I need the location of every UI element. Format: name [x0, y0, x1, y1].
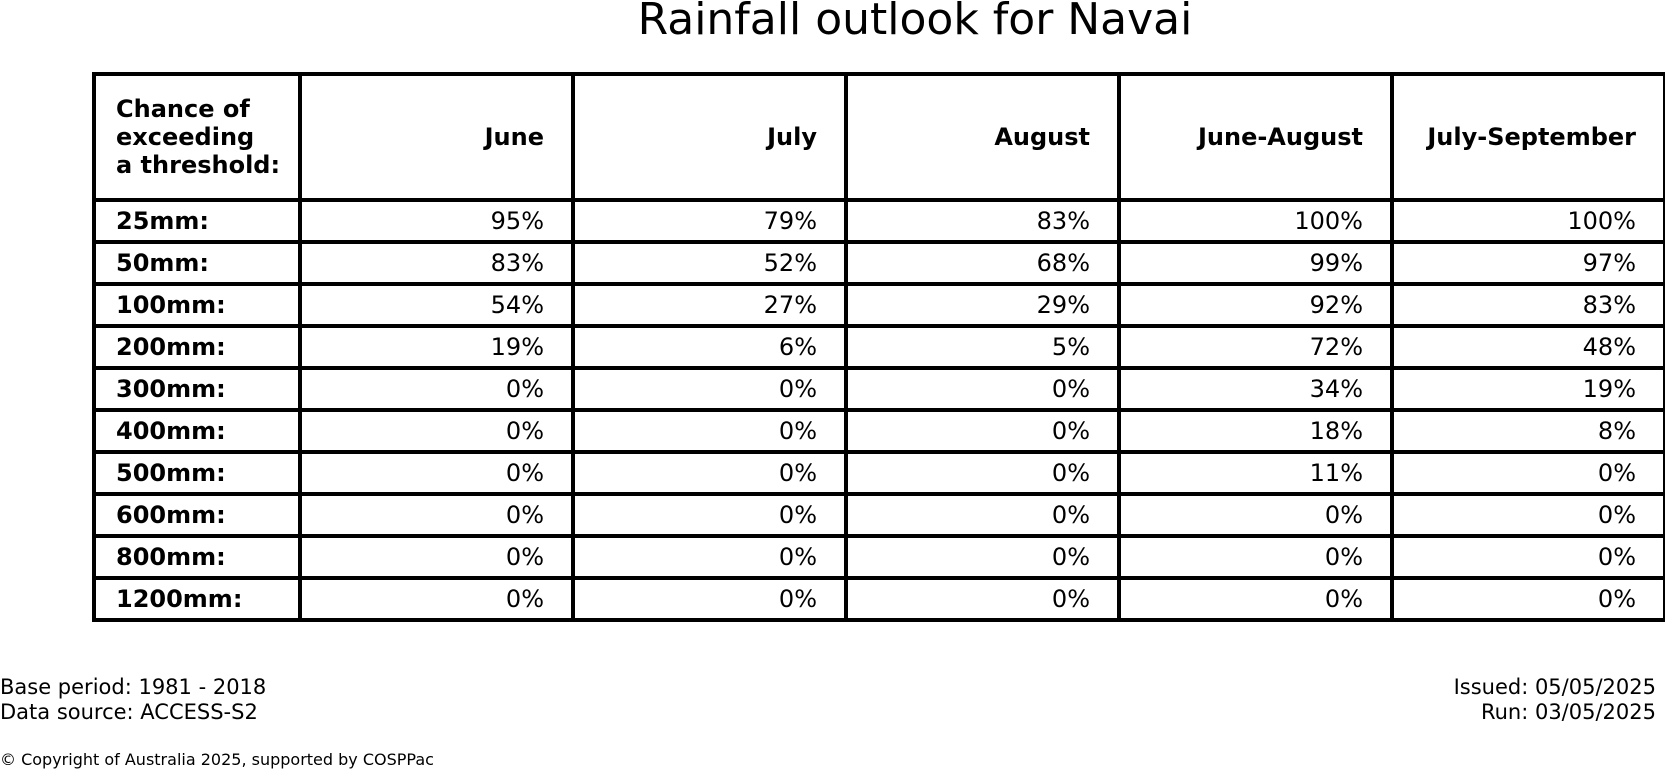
rainfall-outlook-table: Chance of exceeding a threshold: June Ju… — [92, 72, 1665, 622]
column-header: June — [298, 72, 575, 202]
probability-cell: 19% — [1390, 366, 1665, 412]
table-row: 400mm: 0% 0% 0% 18% 8% — [92, 408, 1665, 454]
base-period: Base period: 1981 - 2018 — [0, 675, 267, 699]
probability-cell: 0% — [298, 576, 575, 622]
probability-cell: 0% — [571, 492, 848, 538]
threshold-label: 1200mm: — [92, 576, 302, 622]
table-row: 50mm: 83% 52% 68% 99% 97% — [92, 240, 1665, 286]
corner-header: Chance of exceeding a threshold: — [92, 72, 302, 202]
probability-cell: 0% — [844, 450, 1121, 496]
table-row: 200mm: 19% 6% 5% 72% 48% — [92, 324, 1665, 370]
chart-title: Rainfall outlook for Navai — [637, 0, 1193, 45]
table-header-row: Chance of exceeding a threshold: June Ju… — [92, 72, 1665, 202]
probability-cell: 19% — [298, 324, 575, 370]
probability-cell: 72% — [1117, 324, 1394, 370]
threshold-label: 400mm: — [92, 408, 302, 454]
probability-cell: 0% — [1390, 534, 1665, 580]
probability-cell: 0% — [1117, 534, 1394, 580]
probability-cell: 0% — [298, 408, 575, 454]
threshold-label: 100mm: — [92, 282, 302, 328]
probability-cell: 0% — [844, 492, 1121, 538]
column-header: August — [844, 72, 1121, 202]
probability-cell: 0% — [298, 366, 575, 412]
probability-cell: 0% — [298, 534, 575, 580]
probability-cell: 83% — [298, 240, 575, 286]
threshold-label: 50mm: — [92, 240, 302, 286]
probability-cell: 92% — [1117, 282, 1394, 328]
run-date: Run: 03/05/2025 — [1480, 700, 1656, 724]
copyright-notice: © Copyright of Australia 2025, supported… — [0, 750, 434, 769]
probability-cell: 34% — [1117, 366, 1394, 412]
probability-cell: 68% — [844, 240, 1121, 286]
data-source: Data source: ACCESS-S2 — [0, 700, 258, 724]
probability-cell: 0% — [844, 576, 1121, 622]
probability-cell: 6% — [571, 324, 848, 370]
probability-cell: 18% — [1117, 408, 1394, 454]
probability-cell: 0% — [1390, 576, 1665, 622]
column-header: July-September — [1390, 72, 1665, 202]
probability-cell: 27% — [571, 282, 848, 328]
probability-cell: 8% — [1390, 408, 1665, 454]
probability-cell: 0% — [571, 408, 848, 454]
footer-left: Base period: 1981 - 2018 Data source: AC… — [0, 675, 266, 725]
probability-cell: 99% — [1117, 240, 1394, 286]
probability-cell: 95% — [298, 198, 575, 244]
probability-cell: 54% — [298, 282, 575, 328]
table-row: 800mm: 0% 0% 0% 0% 0% — [92, 534, 1665, 580]
probability-cell: 0% — [844, 366, 1121, 412]
corner-label-line: exceeding — [116, 123, 255, 151]
issued-date: Issued: 05/05/2025 — [1453, 675, 1656, 699]
probability-cell: 29% — [844, 282, 1121, 328]
probability-cell: 0% — [844, 534, 1121, 580]
threshold-label: 300mm: — [92, 366, 302, 412]
probability-cell: 100% — [1117, 198, 1394, 244]
column-header: July — [571, 72, 848, 202]
table-row: 100mm: 54% 27% 29% 92% 83% — [92, 282, 1665, 328]
footer-right: Issued: 05/05/2025 Run: 03/05/2025 — [1454, 675, 1656, 725]
table-row: 1200mm: 0% 0% 0% 0% 0% — [92, 576, 1665, 622]
probability-cell: 0% — [298, 450, 575, 496]
probability-cell: 0% — [571, 534, 848, 580]
table-body: 25mm: 95% 79% 83% 100% 100% 50mm: 83% 52% 68% 99% 9… — [92, 198, 1665, 622]
table-row: 25mm: 95% 79% 83% 100% 100% — [92, 198, 1665, 244]
probability-cell: 83% — [844, 198, 1121, 244]
threshold-label: 600mm: — [92, 492, 302, 538]
probability-cell: 5% — [844, 324, 1121, 370]
column-header: June-August — [1117, 72, 1394, 202]
probability-cell: 0% — [1117, 576, 1394, 622]
threshold-label: 25mm: — [92, 198, 302, 244]
probability-cell: 48% — [1390, 324, 1665, 370]
threshold-label: 800mm: — [92, 534, 302, 580]
probability-cell: 11% — [1117, 450, 1394, 496]
probability-cell: 0% — [1390, 450, 1665, 496]
table-row: 500mm: 0% 0% 0% 11% 0% — [92, 450, 1665, 496]
threshold-label: 500mm: — [92, 450, 302, 496]
probability-cell: 79% — [571, 198, 848, 244]
table-row: 600mm: 0% 0% 0% 0% 0% — [92, 492, 1665, 538]
probability-cell: 83% — [1390, 282, 1665, 328]
probability-cell: 0% — [1117, 492, 1394, 538]
table-row: 300mm: 0% 0% 0% 34% 19% — [92, 366, 1665, 412]
probability-cell: 97% — [1390, 240, 1665, 286]
probability-cell: 52% — [571, 240, 848, 286]
probability-cell: 0% — [571, 576, 848, 622]
probability-cell: 0% — [571, 366, 848, 412]
probability-cell: 0% — [571, 450, 848, 496]
probability-cell: 0% — [844, 408, 1121, 454]
threshold-label: 200mm: — [92, 324, 302, 370]
probability-cell: 0% — [1390, 492, 1665, 538]
corner-label-line: Chance of — [116, 95, 250, 123]
corner-label-line: a threshold: — [116, 151, 281, 179]
probability-cell: 100% — [1390, 198, 1665, 244]
probability-cell: 0% — [298, 492, 575, 538]
